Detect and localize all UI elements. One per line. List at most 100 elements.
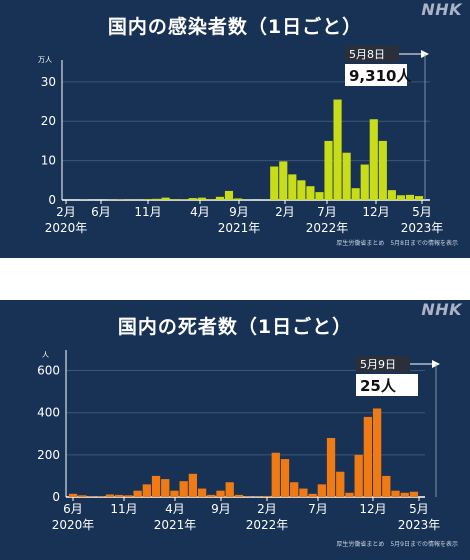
- x-tick-label: 2月: [275, 205, 295, 219]
- callout-date-box: [345, 46, 399, 62]
- y-tick-label: 30: [41, 75, 56, 89]
- y-tick-label: 10: [41, 154, 56, 168]
- bar: [152, 198, 161, 200]
- x-year-label: 2020年: [45, 221, 88, 235]
- y-tick-label: 0: [52, 490, 60, 504]
- callout-value-box: [345, 64, 407, 86]
- x-year-label: 2022年: [306, 221, 349, 235]
- x-tick-label: 9月: [229, 205, 249, 219]
- x-year-label: 2023年: [398, 518, 441, 532]
- bar: [78, 495, 87, 497]
- bar: [115, 494, 124, 497]
- y-tick-label: 400: [37, 406, 60, 420]
- y-tick-label: 20: [41, 114, 56, 128]
- x-tick-label: 12月: [359, 502, 386, 516]
- x-year-label: 2021年: [154, 518, 197, 532]
- callout-date: 5月8日: [349, 48, 385, 61]
- bar: [151, 475, 161, 497]
- deaths-chart: 0 200 400 600 人 6月 2020年 11月 4月 2021年 9月 2月 2022年 7月 1…: [37, 350, 441, 532]
- chart-title: 国内の感染者数（1日ごと）: [107, 16, 363, 38]
- x-tick-label: 12月: [362, 205, 389, 219]
- chart-title: 国内の死者数（1日ごと）: [117, 316, 353, 338]
- y-unit-label: 万人: [38, 56, 52, 64]
- x-tick-label: 5月: [412, 205, 432, 219]
- bar: [297, 180, 306, 200]
- bar: [315, 192, 324, 200]
- source-note: 厚生労働省まとめ 5月8日までの情報を表示: [336, 240, 458, 247]
- bar: [414, 196, 424, 200]
- bar: [224, 190, 234, 200]
- bar: [188, 198, 197, 200]
- bar: [382, 475, 391, 497]
- x-tick-label: 6月: [91, 205, 111, 219]
- bar: [387, 190, 396, 200]
- source-note: 厚生労働省まとめ 5月9日までの情報を表示: [336, 541, 458, 548]
- x-tick-label: 4月: [165, 502, 185, 516]
- bar: [143, 199, 152, 200]
- bar: [271, 452, 280, 497]
- x-tick-label: 7月: [308, 502, 328, 516]
- x-year-label: 2021年: [218, 221, 261, 235]
- bar: [351, 188, 360, 200]
- nhk-logo: NHK: [421, 300, 462, 319]
- bar: [290, 482, 299, 497]
- x-tick-label: 2月: [56, 205, 76, 219]
- x-tick-label: 5月: [409, 502, 429, 516]
- y-tick-label: 0: [48, 193, 56, 207]
- bar: [197, 197, 206, 200]
- bar: [405, 194, 415, 200]
- bar: [396, 195, 405, 200]
- bar: [400, 492, 409, 497]
- bar: [308, 493, 317, 497]
- bar: [161, 479, 170, 497]
- bar: [170, 490, 179, 497]
- bar: [336, 471, 345, 497]
- callout-value-box: [356, 374, 418, 396]
- bar: [363, 416, 373, 497]
- bar: [391, 490, 400, 497]
- x-tick-label: 6月: [63, 502, 83, 516]
- bar: [369, 119, 378, 200]
- x-year-label: 2023年: [401, 221, 444, 235]
- cases-chart-panel: 国内の感染者数（1日ごと） NHK 0 10 20 30 万人 2月 2020年 6月 11月 4…: [0, 0, 470, 258]
- callout-date-box: [356, 356, 410, 372]
- x-tick-label: 11月: [134, 205, 161, 219]
- bar: [354, 454, 363, 497]
- bar: [342, 152, 351, 200]
- bar: [345, 492, 354, 497]
- nhk-logo: NHK: [421, 0, 462, 19]
- bar: [234, 494, 244, 497]
- bar: [378, 140, 387, 200]
- bar: [324, 140, 333, 200]
- y-tick-label: 600: [37, 364, 60, 378]
- y-unit-label: 人: [42, 351, 49, 359]
- bar: [96, 496, 105, 497]
- bar: [288, 174, 297, 200]
- bar: [360, 164, 369, 200]
- bar: [306, 186, 315, 200]
- bar: [69, 493, 78, 497]
- y-tick-label: 200: [37, 448, 60, 462]
- callout-value: 25人: [360, 377, 397, 395]
- callout-date: 5月9日: [360, 358, 396, 371]
- x-tick-label: 9月: [211, 502, 231, 516]
- callout-value: 9,310人: [349, 67, 412, 85]
- bar: [225, 482, 234, 497]
- bar: [216, 490, 225, 497]
- bar: [333, 99, 342, 200]
- bar: [206, 199, 215, 200]
- bar: [372, 408, 382, 497]
- bar: [188, 473, 198, 497]
- bar: [409, 491, 419, 497]
- bar: [105, 494, 115, 497]
- bar: [179, 481, 188, 497]
- bar: [161, 197, 170, 200]
- x-tick-label: 11月: [110, 502, 137, 516]
- bar: [280, 459, 290, 497]
- bar: [317, 484, 326, 497]
- bar: [215, 196, 224, 200]
- bar: [124, 495, 133, 497]
- bar: [197, 488, 207, 497]
- bar: [133, 490, 142, 497]
- bar: [142, 484, 151, 497]
